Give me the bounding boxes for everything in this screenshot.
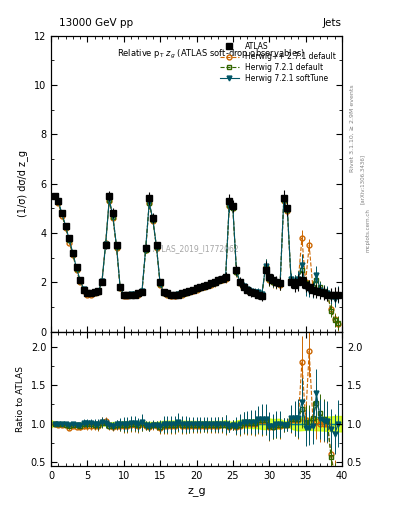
Text: 13000 GeV pp: 13000 GeV pp bbox=[59, 18, 133, 28]
Text: ATLAS_2019_I1772062: ATLAS_2019_I1772062 bbox=[153, 244, 240, 253]
Text: Rivet 3.1.10, ≥ 2.9M events: Rivet 3.1.10, ≥ 2.9M events bbox=[350, 84, 355, 172]
X-axis label: z_g: z_g bbox=[187, 486, 206, 496]
Y-axis label: Ratio to ATLAS: Ratio to ATLAS bbox=[16, 366, 25, 432]
Legend: ATLAS, Herwig++ 2.7.1 default, Herwig 7.2.1 default, Herwig 7.2.1 softTune: ATLAS, Herwig++ 2.7.1 default, Herwig 7.… bbox=[217, 39, 338, 85]
Text: Jets: Jets bbox=[323, 18, 342, 28]
Y-axis label: (1/σ) dσ/d z_g: (1/σ) dσ/d z_g bbox=[17, 150, 28, 217]
Text: Relative $\mathrm{p_T}\ z_g$ (ATLAS soft-drop observables): Relative $\mathrm{p_T}\ z_g$ (ATLAS soft… bbox=[117, 48, 305, 61]
Text: mcplots.cern.ch: mcplots.cern.ch bbox=[365, 208, 371, 252]
Text: [arXiv:1306.3436]: [arXiv:1306.3436] bbox=[360, 154, 365, 204]
